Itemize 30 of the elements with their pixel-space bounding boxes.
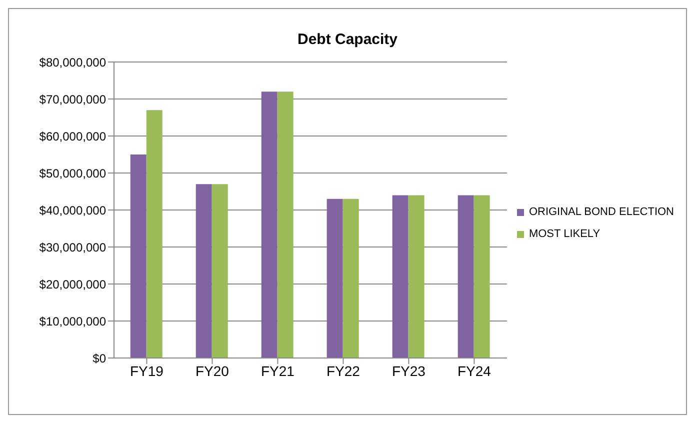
bar — [261, 92, 278, 358]
y-tick-label: $20,000,000 — [39, 277, 106, 292]
chart-title: Debt Capacity — [296, 30, 399, 48]
y-tick-label: $30,000,000 — [39, 240, 106, 254]
bar — [277, 92, 294, 358]
y-tick-label: $10,000,000 — [39, 314, 106, 328]
legend-label: MOST LIKELY — [528, 228, 600, 240]
x-tick-label: FY19 — [130, 362, 164, 379]
bar — [408, 195, 424, 358]
y-tick-label: $80,000,000 — [39, 55, 106, 70]
x-tick-label: FY20 — [196, 362, 230, 379]
bar — [212, 184, 228, 358]
y-tick-label: $60,000,000 — [39, 129, 106, 144]
bar — [326, 198, 343, 358]
x-tick-label: FY24 — [457, 362, 492, 379]
bar — [196, 184, 212, 358]
y-tick-label: $50,000,000 — [39, 166, 106, 180]
bar — [458, 195, 474, 358]
bar — [342, 198, 359, 358]
bar — [146, 110, 162, 358]
x-tick-label: FY21 — [260, 362, 295, 379]
y-tick-label: $0 — [92, 351, 106, 366]
y-tick-label: $40,000,000 — [39, 203, 106, 218]
x-tick-label: FY22 — [326, 362, 360, 379]
bar — [474, 195, 490, 358]
bar — [392, 195, 408, 358]
x-tick-label: FY23 — [392, 362, 426, 379]
y-tick-label: $70,000,000 — [39, 92, 106, 106]
bar — [130, 154, 146, 358]
legend-label: ORIGINAL BOND ELECTION — [528, 206, 674, 218]
